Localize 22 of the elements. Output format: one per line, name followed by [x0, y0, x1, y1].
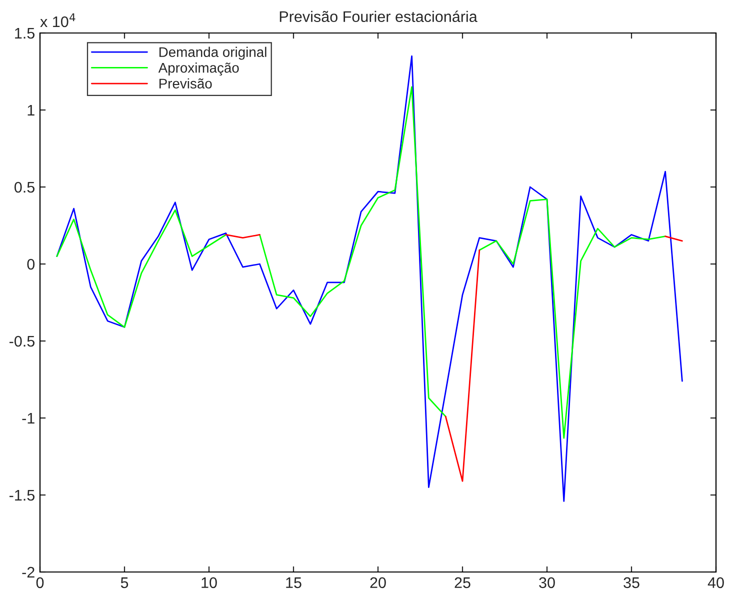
x-tick-label: 30	[539, 577, 555, 588]
x-tick-label: 10	[202, 577, 217, 588]
legend-label: Previsão	[159, 78, 212, 89]
text: x 10$^{4}$	[40, 13, 76, 28]
x-tick-label: 5	[120, 577, 128, 588]
y-tick-label: -0.5	[9, 336, 34, 347]
x-tick-label: 40	[708, 577, 724, 588]
y-tick-label: -2	[22, 566, 34, 578]
legend-label: Aproximação	[158, 62, 239, 76]
x-tick-label: 35	[624, 577, 640, 588]
x-tick-label: 25	[454, 577, 470, 588]
x-tick-label: 15	[286, 577, 302, 588]
y-tick-label: 0	[27, 258, 35, 270]
y-tick-label: 0.5	[14, 182, 34, 193]
x-tick-label: 0	[36, 577, 44, 588]
y-tick-label: -1.5	[9, 490, 34, 501]
y-tick-label: 1.5	[15, 28, 34, 39]
legend-label: Demanda original	[159, 46, 266, 60]
chart-title: Previsão Fourier estacionária	[280, 10, 478, 22]
y-tick-label: 1	[28, 105, 34, 116]
x-tick-label: 20	[370, 577, 386, 588]
y-tick-label: -1	[22, 413, 34, 424]
